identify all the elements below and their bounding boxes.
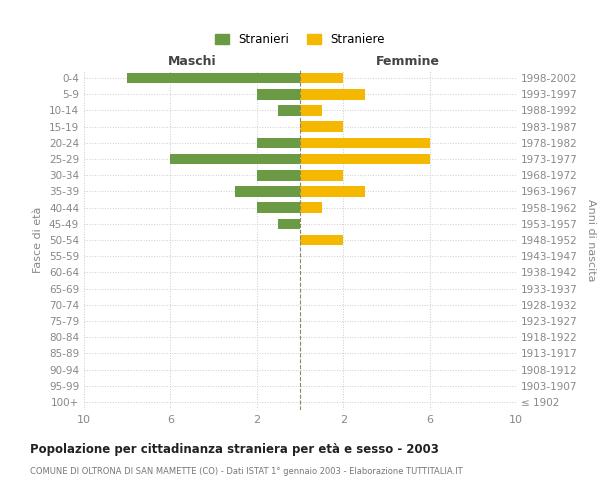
Bar — [278, 105, 300, 116]
Bar — [300, 73, 343, 84]
Bar — [257, 202, 300, 213]
Bar — [300, 202, 322, 213]
Text: Maschi: Maschi — [167, 56, 217, 68]
Bar — [300, 122, 343, 132]
Text: Popolazione per cittadinanza straniera per età e sesso - 2003: Popolazione per cittadinanza straniera p… — [30, 442, 439, 456]
Bar — [300, 170, 343, 180]
Bar — [300, 186, 365, 196]
Bar — [278, 218, 300, 229]
Y-axis label: Anni di nascita: Anni di nascita — [586, 198, 596, 281]
Bar — [300, 105, 322, 116]
Bar — [300, 89, 365, 100]
Bar — [257, 170, 300, 180]
Text: Femmine: Femmine — [376, 56, 440, 68]
Bar — [257, 89, 300, 100]
Text: COMUNE DI OLTRONA DI SAN MAMETTE (CO) - Dati ISTAT 1° gennaio 2003 - Elaborazion: COMUNE DI OLTRONA DI SAN MAMETTE (CO) - … — [30, 468, 463, 476]
Bar — [170, 154, 300, 164]
Legend: Stranieri, Straniere: Stranieri, Straniere — [210, 28, 390, 50]
Y-axis label: Fasce di età: Fasce di età — [34, 207, 43, 273]
Bar — [300, 154, 430, 164]
Bar — [257, 138, 300, 148]
Bar — [300, 234, 343, 246]
Bar — [235, 186, 300, 196]
Bar — [300, 138, 430, 148]
Bar — [127, 73, 300, 84]
